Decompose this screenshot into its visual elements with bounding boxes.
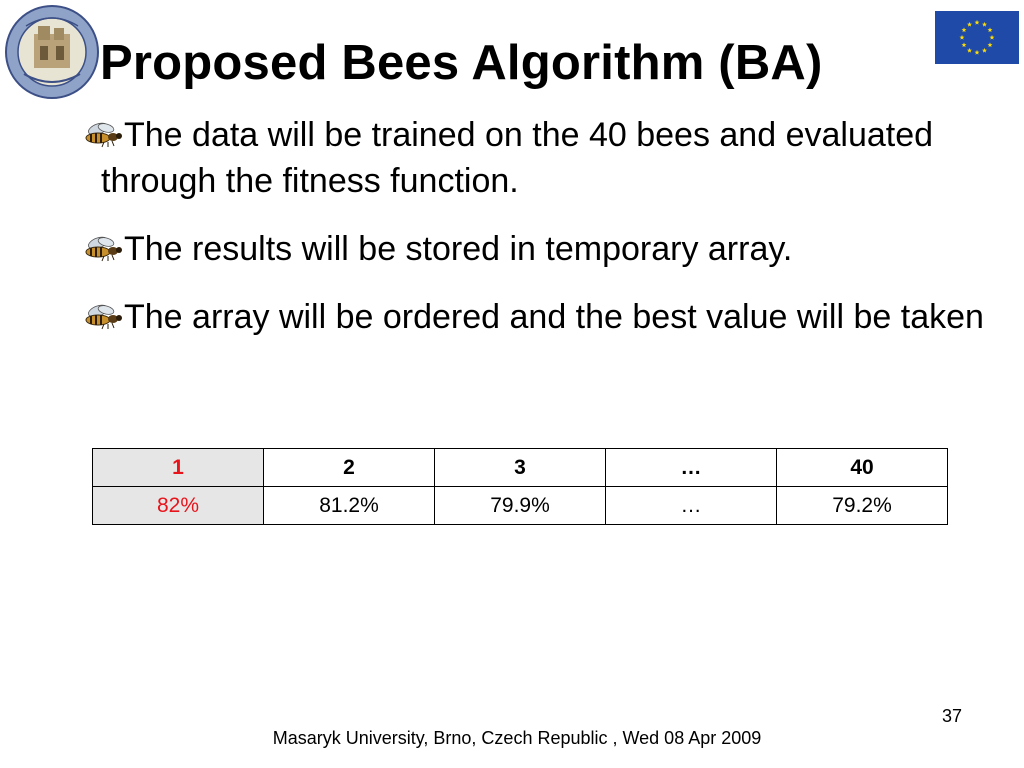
eu-star bbox=[961, 42, 967, 48]
footer-text: Masaryk University, Brno, Czech Republic… bbox=[272, 728, 762, 748]
table-cell: 1 bbox=[92, 448, 264, 487]
bee-icon bbox=[84, 122, 124, 148]
bullet-text: The data will be trained on the 40 bees … bbox=[101, 116, 934, 200]
table-row: 82% 81.2% 79.9% … 79.2% bbox=[92, 486, 948, 525]
eu-star bbox=[987, 42, 993, 48]
eu-flag-logo bbox=[935, 11, 1019, 64]
bullet-text: The array will be ordered and the best v… bbox=[124, 298, 984, 336]
table-cell: 3 bbox=[434, 448, 606, 487]
table-cell: 2 bbox=[263, 448, 435, 487]
table-cell: 81.2% bbox=[263, 486, 435, 525]
bee-icon bbox=[84, 236, 124, 262]
eu-star bbox=[982, 47, 987, 53]
eu-star bbox=[974, 49, 980, 55]
bee-icon bbox=[84, 304, 124, 330]
eu-star bbox=[974, 19, 980, 25]
table-cell: 79.9% bbox=[434, 486, 606, 525]
eu-star bbox=[982, 21, 987, 27]
bullet-text: The results will be stored in temporary … bbox=[124, 230, 793, 268]
eu-star bbox=[967, 21, 972, 27]
table-cell: 82% bbox=[92, 486, 264, 525]
table-cell: … bbox=[605, 448, 777, 487]
bullet-item: The results will be stored in temporary … bbox=[84, 226, 984, 272]
slide-title: Proposed Bees Algorithm (BA) bbox=[100, 36, 823, 90]
bullet-list: The data will be trained on the 40 bees … bbox=[84, 112, 984, 362]
results-table: 1 2 3 … 40 82% 81.2% 79.9% … 79.2% bbox=[92, 448, 948, 525]
page-number: 37 bbox=[941, 706, 962, 726]
table-cell: … bbox=[605, 486, 777, 525]
bullet-item: The array will be ordered and the best v… bbox=[84, 294, 984, 340]
eu-star bbox=[959, 34, 965, 40]
eu-star bbox=[967, 47, 972, 53]
eu-star bbox=[987, 27, 993, 33]
eu-star bbox=[961, 27, 967, 33]
table-header-row: 1 2 3 … 40 bbox=[92, 448, 948, 487]
table-cell: 40 bbox=[776, 448, 948, 487]
eu-star bbox=[989, 34, 995, 40]
bullet-item: The data will be trained on the 40 bees … bbox=[84, 112, 984, 204]
university-logo bbox=[4, 4, 100, 100]
table-cell: 79.2% bbox=[776, 486, 948, 525]
